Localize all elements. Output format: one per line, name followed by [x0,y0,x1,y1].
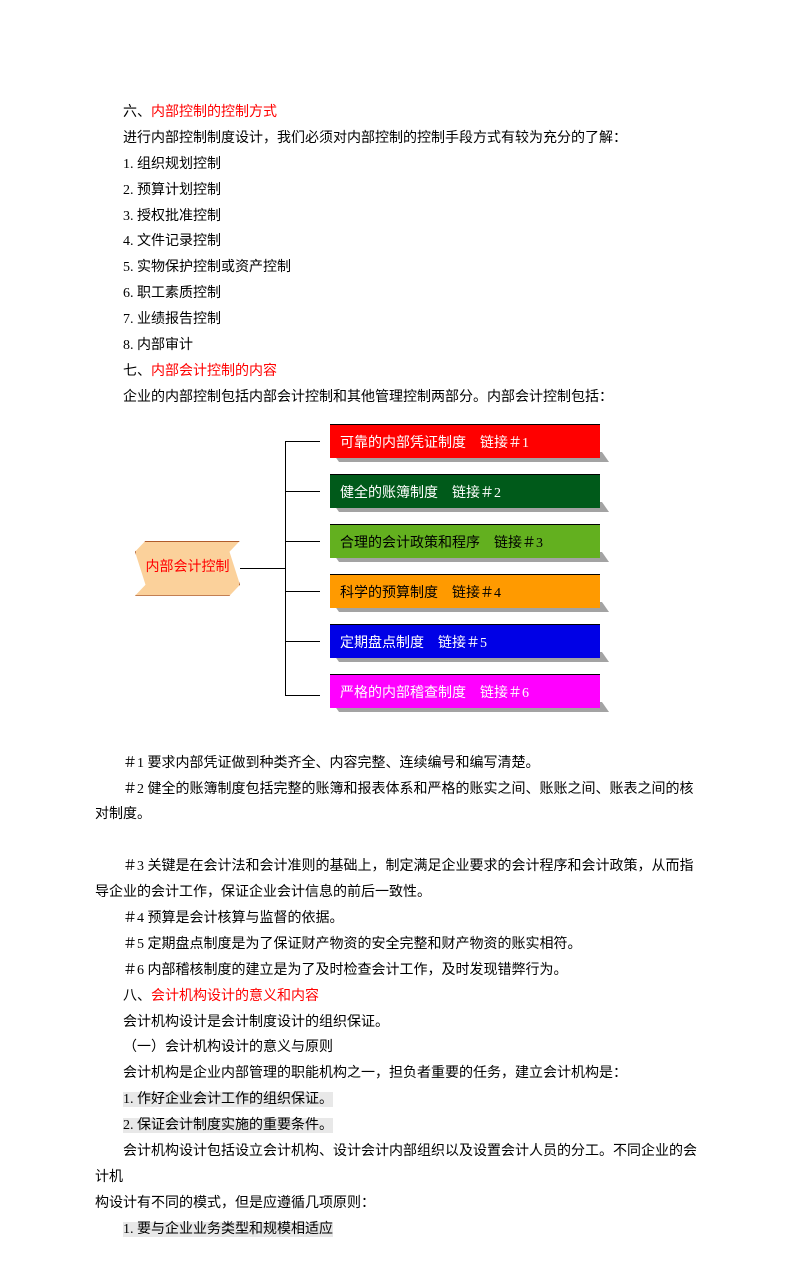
section-6-item-1: 1. 组织规划控制 [95,152,705,178]
diagram-node-5-link: 链接＃5 [438,636,487,651]
note-1: ＃1 要求内部凭证做到种类齐全、内容完整、连续编号和编写清楚。 [95,751,705,777]
section-6-title: 内部控制的控制方式 [151,105,277,120]
section-6-item-5: 5. 实物保护控制或资产控制 [95,255,705,281]
diagram-node-3-label: 合理的会计政策和程序 [340,536,480,551]
section-6-item-3: 3. 授权批准控制 [95,204,705,230]
diagram-root: 内部会计控制 [135,541,240,596]
section-7-intro: 企业的内部控制包括内部会计控制和其他管理控制两部分。内部会计控制包括： [95,385,705,411]
note-3: ＃3 关键是在会计法和会计准则的基础上，制定满足企业要求的会计程序和会计政策，从… [95,854,705,906]
accounting-control-diagram: 内部会计控制 可靠的内部凭证制度 链接＃1 健全的账簿制度 链接＃2 合理的会计… [135,421,665,731]
note-4: ＃4 预算是会计核算与监督的依据。 [95,906,705,932]
diagram-node-6-link: 链接＃6 [480,686,529,701]
section-6-heading: 六、内部控制的控制方式 [95,100,705,126]
section-8-prefix: 八、 [123,989,151,1004]
section-8-p2: 会计机构是企业内部管理的职能机构之一，担负者重要的任务，建立会计机构是： [95,1061,705,1087]
section-7-title: 内部会计控制的内容 [151,364,277,379]
diagram-root-label: 内部会计控制 [146,555,230,581]
section-6-item-4: 4. 文件记录控制 [95,229,705,255]
diagram-node-1-label: 可靠的内部凭证制度 [340,436,466,451]
section-7-prefix: 七、 [123,364,151,379]
section-6-item-6: 6. 职工素质控制 [95,281,705,307]
section-6-prefix: 六、 [123,105,151,120]
diagram-node-4: 科学的预算制度 链接＃4 [330,574,600,608]
section-6-intro: 进行内部控制制度设计，我们必须对内部控制的控制手段方式有较为充分的了解： [95,126,705,152]
section-6-item-2: 2. 预算计划控制 [95,178,705,204]
diagram-node-4-link: 链接＃4 [452,586,501,601]
diagram-node-2-label: 健全的账簿制度 [340,486,438,501]
note-2: ＃2 健全的账簿制度包括完整的账簿和报表体系和严格的账实之间、账账之间、账表之间… [95,777,705,829]
diagram-node-5: 定期盘点制度 链接＃5 [330,624,600,658]
section-8-h3: 1. 要与企业业务类型和规模相适应 [95,1217,705,1243]
diagram-node-3: 合理的会计政策和程序 链接＃3 [330,524,600,558]
document-page: 六、内部控制的控制方式 进行内部控制制度设计，我们必须对内部控制的控制手段方式有… [0,0,800,1283]
diagram-node-5-label: 定期盘点制度 [340,636,424,651]
section-8-p3: 会计机构设计包括设立会计机构、设计会计内部组织以及设置会计人员的分工。不同企业的… [95,1139,705,1217]
note-6: ＃6 内部稽核制度的建立是为了及时检查会计工作，及时发现错弊行为。 [95,958,705,984]
section-6-item-7: 7. 业绩报告控制 [95,307,705,333]
diagram-node-1: 可靠的内部凭证制度 链接＃1 [330,424,600,458]
section-7-heading: 七、内部会计控制的内容 [95,359,705,385]
diagram-node-4-label: 科学的预算制度 [340,586,438,601]
note-blank [95,828,705,854]
diagram-node-6: 严格的内部稽查制度 链接＃6 [330,674,600,708]
section-8-sub1: （一）会计机构设计的意义与原则 [95,1035,705,1061]
section-8-heading: 八、会计机构设计的意义和内容 [95,984,705,1010]
section-8-h1: 1. 作好企业会计工作的组织保证。 [95,1087,705,1113]
diagram-node-1-link: 链接＃1 [480,436,529,451]
diagram-node-2-link: 链接＃2 [452,486,501,501]
section-6-item-8: 8. 内部审计 [95,333,705,359]
diagram-node-3-link: 链接＃3 [494,536,543,551]
note-5: ＃5 定期盘点制度是为了保证财产物资的安全完整和财产物资的账实相符。 [95,932,705,958]
section-8-p1: 会计机构设计是会计制度设计的组织保证。 [95,1010,705,1036]
section-8-h2: 2. 保证会计制度实施的重要条件。 [95,1113,705,1139]
diagram-node-2: 健全的账簿制度 链接＃2 [330,474,600,508]
section-8-title: 会计机构设计的意义和内容 [151,989,319,1004]
diagram-node-6-label: 严格的内部稽查制度 [340,686,466,701]
